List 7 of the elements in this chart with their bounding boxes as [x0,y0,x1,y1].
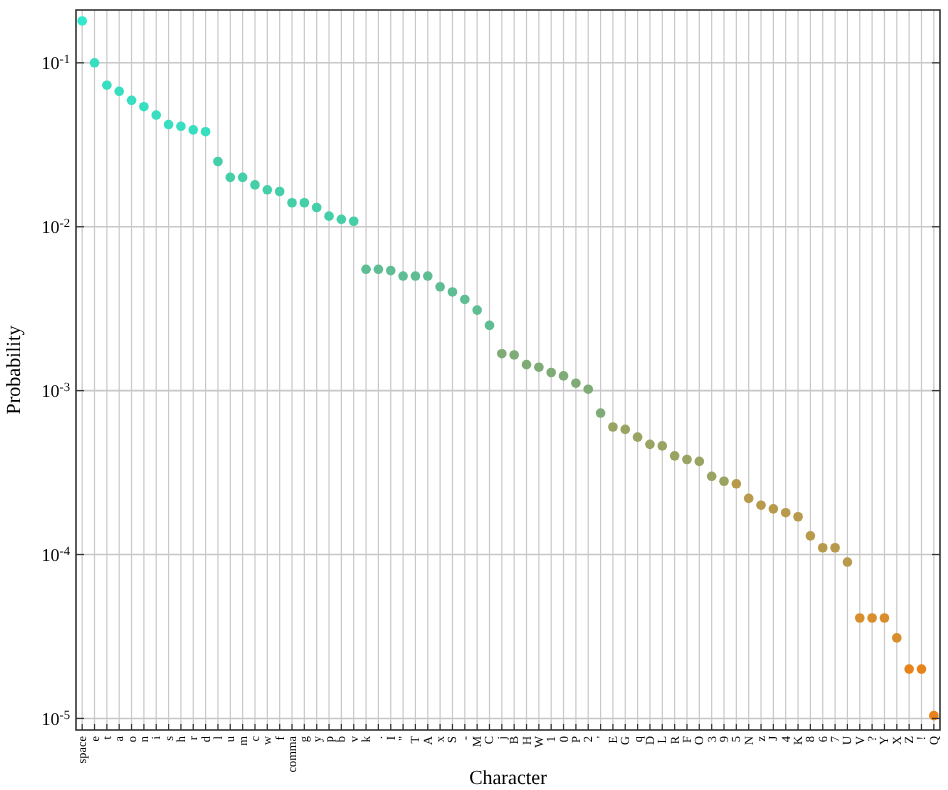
y-tick-label: 10$^{-5}$ [41,707,70,729]
y-tick-label: 10$^{-4}$ [41,543,72,565]
y-tick-label: 10$^{-1}$ [41,52,70,74]
y-axis-title: Probability [4,325,26,415]
y-tick-label: 10$^{-3}$ [41,379,70,401]
y-tick-label: 10$^{-2}$ [41,216,70,238]
x-axis-title: Character [469,768,549,790]
